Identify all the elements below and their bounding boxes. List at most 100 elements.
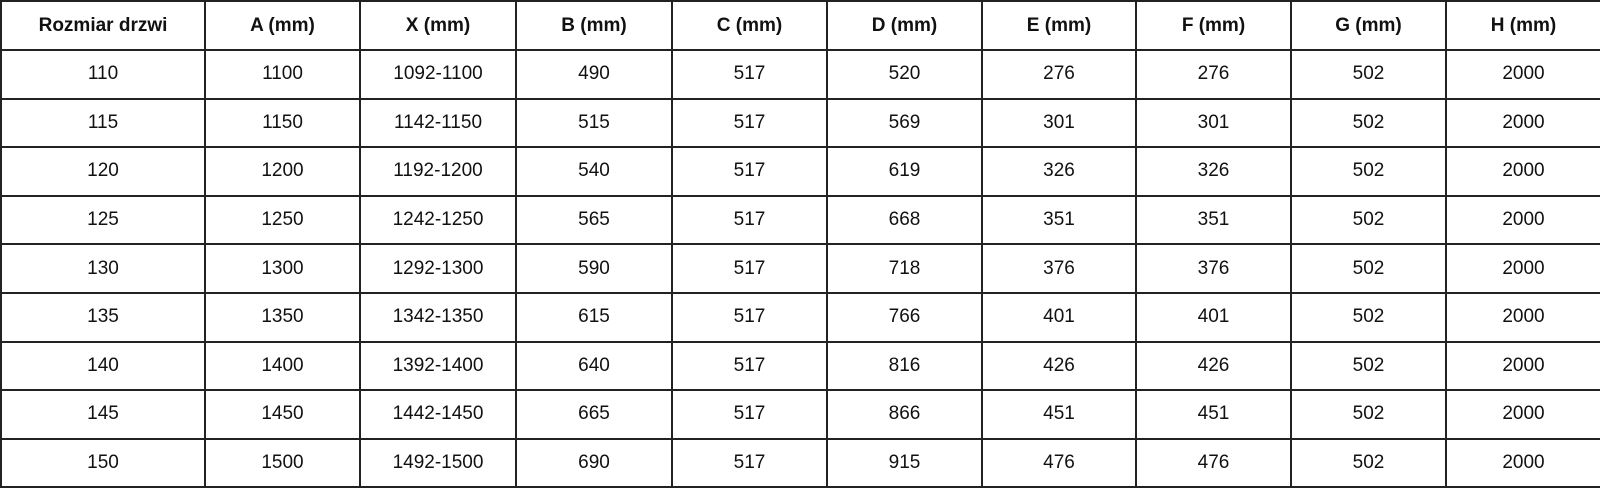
- table-cell: 2000: [1445, 340, 1600, 392]
- table-cell: 517: [671, 146, 828, 197]
- table-cell: 2000: [1445, 291, 1600, 343]
- table-cell: 517: [671, 437, 828, 488]
- table-cell: 326: [1135, 146, 1292, 197]
- table-cell: 1500: [204, 437, 361, 488]
- table-cell: 1300: [204, 243, 361, 294]
- table-cell: 140: [0, 340, 206, 392]
- table-cell: 2000: [1445, 49, 1600, 100]
- table-cell: 130: [0, 243, 206, 294]
- table-cell: 517: [671, 291, 828, 343]
- table-cell: 2000: [1445, 437, 1600, 488]
- table-cell: 502: [1290, 49, 1447, 100]
- column-header: A (mm): [204, 0, 361, 51]
- table-cell: 866: [826, 389, 983, 440]
- table-cell: 276: [981, 49, 1137, 100]
- table-cell: 515: [515, 97, 673, 149]
- table-cell: 502: [1290, 243, 1447, 294]
- table-cell: 401: [981, 291, 1137, 343]
- table-cell: 718: [826, 243, 983, 294]
- column-header: H (mm): [1445, 0, 1600, 51]
- table-cell: 766: [826, 291, 983, 343]
- table-cell: 1392-1400: [359, 340, 517, 392]
- table-cell: 451: [981, 389, 1137, 440]
- table-cell: 619: [826, 146, 983, 197]
- table-cell: 301: [1135, 97, 1292, 149]
- table-cell: 1200: [204, 146, 361, 197]
- table-cell: 502: [1290, 194, 1447, 246]
- table-cell: 426: [981, 340, 1137, 392]
- table-row: 150 1500 1492-1500 690 517 915 476 476 502 2000: [0, 437, 1600, 488]
- table-cell: 1142-1150: [359, 97, 517, 149]
- table-cell: 2000: [1445, 194, 1600, 246]
- table-cell: 1092-1100: [359, 49, 517, 100]
- table-cell: 476: [981, 437, 1137, 488]
- column-header: B (mm): [515, 0, 673, 51]
- column-header: D (mm): [826, 0, 983, 51]
- table-cell: 135: [0, 291, 206, 343]
- table-row: 110 1100 1092-1100 490 517 520 276 276 502 2000: [0, 49, 1600, 100]
- table-cell: 1150: [204, 97, 361, 149]
- table-cell: 401: [1135, 291, 1292, 343]
- table-cell: 590: [515, 243, 673, 294]
- table-cell: 1100: [204, 49, 361, 100]
- table-cell: 2000: [1445, 97, 1600, 149]
- table-cell: 517: [671, 389, 828, 440]
- table-row: 125 1250 1242-1250 565 517 668 351 351 502 2000: [0, 194, 1600, 246]
- table-row: 130 1300 1292-1300 590 517 718 376 376 502 2000: [0, 243, 1600, 294]
- table-cell: 540: [515, 146, 673, 197]
- table-cell: 1450: [204, 389, 361, 440]
- column-header: C (mm): [671, 0, 828, 51]
- table-cell: 376: [981, 243, 1137, 294]
- table-cell: 1342-1350: [359, 291, 517, 343]
- table-cell: 2000: [1445, 146, 1600, 197]
- table-cell: 816: [826, 340, 983, 392]
- table-cell: 665: [515, 389, 673, 440]
- header-row: Rozmiar drzwi A (mm) X (mm) B (mm) C (mm) D (…: [0, 0, 1600, 51]
- table-cell: 2000: [1445, 389, 1600, 440]
- table-cell: 326: [981, 146, 1137, 197]
- table-cell: 517: [671, 194, 828, 246]
- table-cell: 502: [1290, 97, 1447, 149]
- table-cell: 502: [1290, 146, 1447, 197]
- table-cell: 451: [1135, 389, 1292, 440]
- column-header: F (mm): [1135, 0, 1292, 51]
- table-cell: 476: [1135, 437, 1292, 488]
- table-cell: 690: [515, 437, 673, 488]
- table-cell: 351: [1135, 194, 1292, 246]
- table-row: 135 1350 1342-1350 615 517 766 401 401 502 2000: [0, 291, 1600, 343]
- table-cell: 668: [826, 194, 983, 246]
- table-cell: 1442-1450: [359, 389, 517, 440]
- table-cell: 517: [671, 97, 828, 149]
- table-row: 140 1400 1392-1400 640 517 816 426 426 502 2000: [0, 340, 1600, 392]
- table-cell: 502: [1290, 389, 1447, 440]
- column-header: E (mm): [981, 0, 1137, 51]
- table-cell: 115: [0, 97, 206, 149]
- table-cell: 520: [826, 49, 983, 100]
- table-row: 120 1200 1192-1200 540 517 619 326 326 502 2000: [0, 146, 1600, 197]
- table-cell: 502: [1290, 291, 1447, 343]
- table-cell: 1192-1200: [359, 146, 517, 197]
- table-cell: 376: [1135, 243, 1292, 294]
- column-header: G (mm): [1290, 0, 1447, 51]
- table-cell: 517: [671, 243, 828, 294]
- table-cell: 351: [981, 194, 1137, 246]
- column-header: Rozmiar drzwi: [0, 0, 206, 51]
- table-cell: 426: [1135, 340, 1292, 392]
- table-cell: 1292-1300: [359, 243, 517, 294]
- table-cell: 125: [0, 194, 206, 246]
- table-cell: 640: [515, 340, 673, 392]
- table-cell: 276: [1135, 49, 1292, 100]
- table-cell: 490: [515, 49, 673, 100]
- table-cell: 1242-1250: [359, 194, 517, 246]
- table-cell: 915: [826, 437, 983, 488]
- table-row: 115 1150 1142-1150 515 517 569 301 301 502 2000: [0, 97, 1600, 149]
- table-cell: 1400: [204, 340, 361, 392]
- table-cell: 301: [981, 97, 1137, 149]
- table-cell: 502: [1290, 437, 1447, 488]
- table-cell: 615: [515, 291, 673, 343]
- table-cell: 110: [0, 49, 206, 100]
- table-cell: 569: [826, 97, 983, 149]
- table-cell: 2000: [1445, 243, 1600, 294]
- table-cell: 1350: [204, 291, 361, 343]
